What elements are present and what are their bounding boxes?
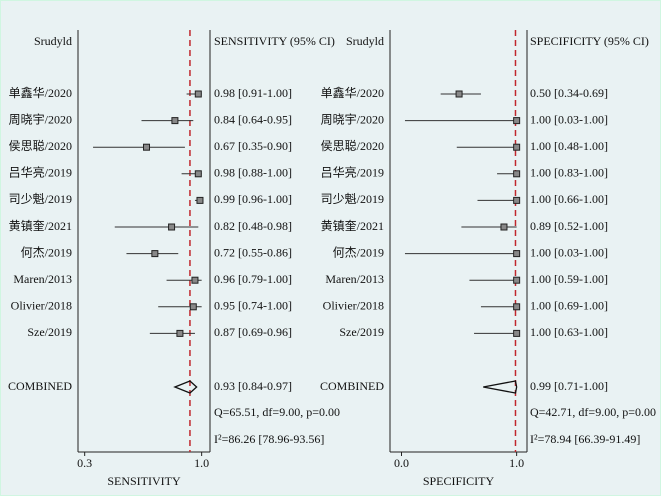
point-estimate xyxy=(513,143,521,151)
heterogeneity-stat: Q=42.71, df=9.00, p=0.00 xyxy=(530,405,656,419)
ci-label: 1.00 [0.83-1.00] xyxy=(530,166,608,180)
x-axis-label: SPECIFICITY xyxy=(423,474,495,488)
point-estimate xyxy=(513,329,521,337)
point-estimate xyxy=(194,170,202,178)
point-estimate xyxy=(143,143,151,151)
x-tick-label: 0.3 xyxy=(77,456,92,470)
study-label: Maren/2013 xyxy=(325,272,384,286)
combined-ci-label: 0.93 [0.84-0.97] xyxy=(214,379,292,393)
ci-label: 0.99 [0.96-1.00] xyxy=(214,192,292,206)
heterogeneity-stat: Q=65.51, df=9.00, p=0.00 xyxy=(214,405,340,419)
ci-label: 0.72 [0.55-0.86] xyxy=(214,245,292,259)
combined-label: COMBINED xyxy=(8,379,72,393)
ci-label: 1.00 [0.03-1.00] xyxy=(530,112,608,126)
ci-header: SENSITIVITY (95% CI) xyxy=(214,34,335,48)
study-label: 单鑫华/2020 xyxy=(321,85,384,100)
ci-label: 0.84 [0.64-0.95] xyxy=(214,112,292,126)
study-label: 周晓宇/2020 xyxy=(321,112,384,126)
point-estimate xyxy=(171,117,179,125)
point-estimate xyxy=(189,303,197,311)
study-label: 司少魁/2019 xyxy=(9,191,72,206)
study-label: Sze/2019 xyxy=(27,325,72,339)
study-label: 侯思聪/2020 xyxy=(321,139,384,153)
study-label: Olivier/2018 xyxy=(11,299,72,313)
ci-label: 0.98 [0.91-1.00] xyxy=(214,86,292,100)
point-estimate xyxy=(513,276,521,284)
point-estimate xyxy=(196,196,204,204)
point-estimate xyxy=(191,276,199,284)
ci-label: 1.00 [0.66-1.00] xyxy=(530,192,608,206)
point-estimate xyxy=(513,196,521,204)
ci-label: 1.00 [0.03-1.00] xyxy=(530,245,608,259)
heterogeneity-stat: I²=86.26 [78.96-93.56] xyxy=(214,432,324,446)
combined-ci-label: 0.99 [0.71-1.00] xyxy=(530,379,608,393)
ci-label: 0.89 [0.52-1.00] xyxy=(530,219,608,233)
ci-label: 1.00 [0.69-1.00] xyxy=(530,299,608,313)
point-estimate xyxy=(194,90,202,98)
x-tick-label: 1.0 xyxy=(194,456,209,470)
study-header: Srudyld xyxy=(346,34,384,48)
ci-label: 0.50 [0.34-0.69] xyxy=(530,86,608,100)
point-estimate xyxy=(176,329,184,337)
point-estimate xyxy=(513,303,521,311)
ci-label: 1.00 [0.48-1.00] xyxy=(530,139,608,153)
ci-label: 0.87 [0.69-0.96] xyxy=(214,325,292,339)
ci-label: 1.00 [0.59-1.00] xyxy=(530,272,608,286)
study-label: 吕华亮/2019 xyxy=(321,165,384,180)
study-label: 周晓宇/2020 xyxy=(9,112,72,126)
study-label: 黄镇奎/2021 xyxy=(321,218,384,233)
point-estimate xyxy=(513,117,521,125)
point-estimate xyxy=(513,170,521,178)
point-estimate xyxy=(455,90,463,98)
heterogeneity-stat: I²=78.94 [66.39-91.49] xyxy=(530,432,640,446)
x-tick-label: 1.0 xyxy=(509,456,524,470)
study-label: 吕华亮/2019 xyxy=(9,165,72,180)
study-label: Maren/2013 xyxy=(13,272,72,286)
point-estimate xyxy=(513,250,521,258)
combined-label: COMBINED xyxy=(320,379,384,393)
ci-label: 0.95 [0.74-1.00] xyxy=(214,299,292,313)
study-label: Olivier/2018 xyxy=(323,299,384,313)
study-label: 侯思聪/2020 xyxy=(9,139,72,153)
point-estimate xyxy=(151,250,159,258)
x-axis-label: SENSITIVITY xyxy=(107,474,181,488)
ci-header: SPECIFICITY (95% CI) xyxy=(530,34,649,48)
ci-label: 0.98 [0.88-1.00] xyxy=(214,166,292,180)
combined-diamond xyxy=(483,380,518,394)
study-label: Sze/2019 xyxy=(339,325,384,339)
study-label: 单鑫华/2020 xyxy=(9,85,72,100)
study-header: Srudyld xyxy=(34,34,72,48)
ci-label: 1.00 [0.63-1.00] xyxy=(530,325,608,339)
ci-label: 0.96 [0.79-1.00] xyxy=(214,272,292,286)
point-estimate xyxy=(168,223,176,231)
study-label: 何杰/2019 xyxy=(21,245,72,259)
x-tick-label: 0.0 xyxy=(394,456,409,470)
combined-diamond xyxy=(173,380,198,394)
point-estimate xyxy=(500,223,508,231)
study-label: 何杰/2019 xyxy=(333,245,384,259)
study-label: 司少魁/2019 xyxy=(321,191,384,206)
study-label: 黄镇奎/2021 xyxy=(9,218,72,233)
ci-label: 0.82 [0.48-0.98] xyxy=(214,219,292,233)
ci-label: 0.67 [0.35-0.90] xyxy=(214,139,292,153)
